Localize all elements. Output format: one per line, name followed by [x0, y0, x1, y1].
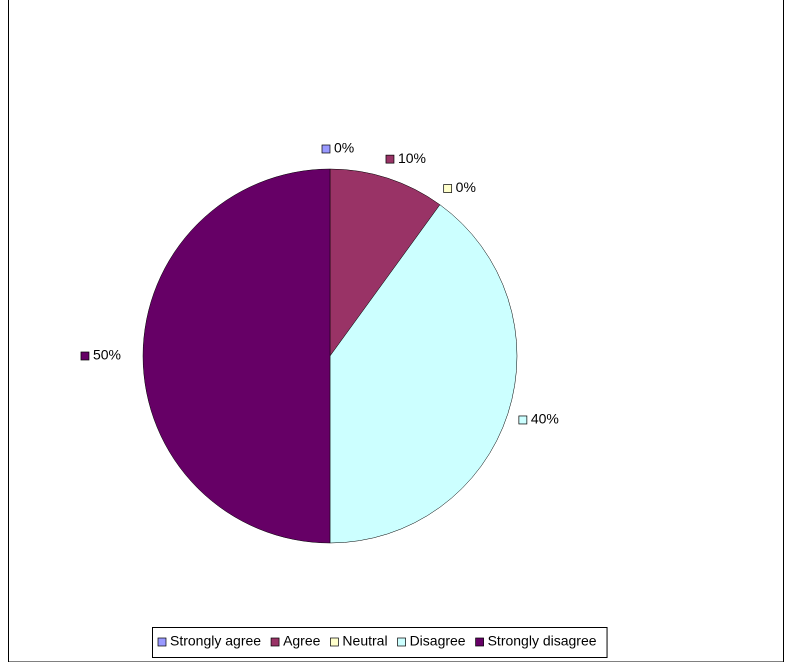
- legend-swatch: [397, 637, 406, 647]
- legend-swatch: [475, 637, 484, 647]
- data-label: 50%: [93, 347, 121, 363]
- legend-label: Strongly disagree: [488, 633, 597, 649]
- data-label-key: [385, 154, 395, 164]
- pie-slice: [142, 168, 331, 544]
- data-label-key: [443, 184, 453, 193]
- legend-label: Neutral: [342, 633, 387, 649]
- data-label: 40%: [531, 411, 559, 427]
- legend-label: Agree: [283, 633, 321, 649]
- data-label: 0%: [456, 179, 476, 195]
- legend-swatch: [330, 637, 339, 647]
- data-label: 10%: [398, 150, 426, 166]
- legend-box: [152, 627, 608, 658]
- data-label-key: [321, 144, 331, 154]
- pie-slice: [329, 168, 441, 357]
- legend-swatch: [270, 637, 280, 647]
- legend-swatch: [157, 637, 167, 647]
- legend-label: Strongly agree: [170, 633, 261, 649]
- pie-slice: [329, 204, 518, 544]
- data-label-key: [80, 351, 90, 361]
- data-label: 0%: [334, 140, 354, 156]
- legend-label: Disagree: [410, 633, 466, 649]
- data-label-key: [518, 415, 528, 425]
